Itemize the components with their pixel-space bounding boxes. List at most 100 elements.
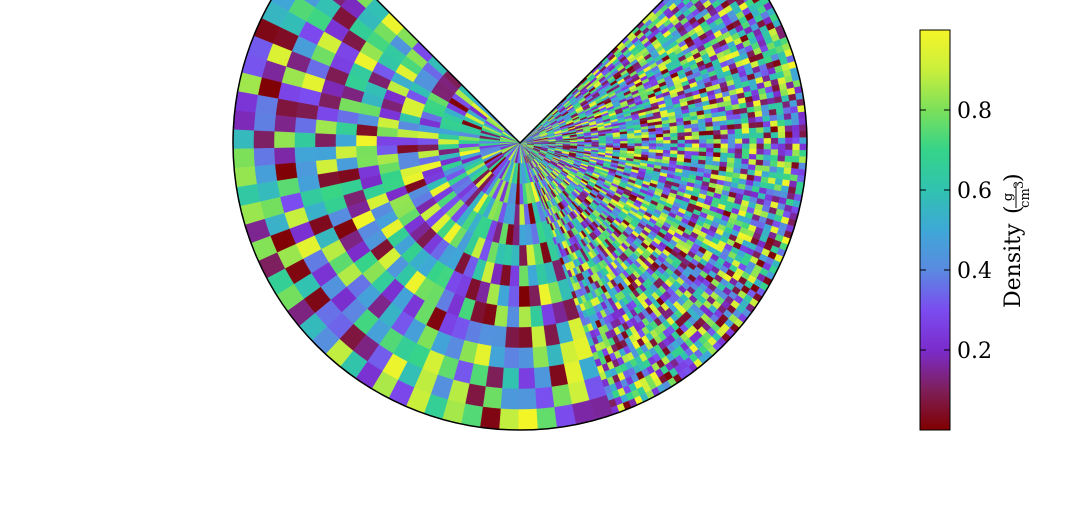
heatmap-cell	[634, 143, 643, 147]
heatmap-cell	[303, 0, 321, 8]
heatmap-cells	[232, 0, 808, 431]
heatmap-cell	[253, 112, 276, 132]
heatmap-cell	[785, 137, 793, 144]
heatmap-cell	[705, 155, 714, 161]
heatmap-cell	[691, 154, 700, 160]
heatmap-cell	[253, 147, 276, 167]
heatmap-cell	[699, 138, 707, 144]
heatmap-cell	[670, 136, 679, 141]
wedge-outline	[232, 0, 808, 431]
heatmap-cell	[612, 145, 621, 148]
heatmap-cell	[234, 91, 259, 114]
heatmap-cell	[777, 154, 786, 162]
heatmap-cell	[670, 0, 677, 3]
heatmap-cell	[355, 135, 377, 147]
heatmap-cell	[684, 146, 693, 152]
heatmap-cell	[783, 112, 792, 120]
heatmap-cell	[740, 168, 749, 175]
heatmap-cell	[500, 388, 520, 410]
heatmap-cell	[655, 146, 664, 150]
heatmap-cell	[613, 140, 621, 144]
heatmap-cell	[769, 160, 778, 167]
heatmap-cell	[458, 139, 480, 145]
colorbar-paren-right: )	[1001, 173, 1026, 182]
heatmap-cell	[519, 286, 531, 308]
heatmap-cell	[791, 124, 800, 132]
heatmap-cell	[518, 306, 532, 328]
heatmap-cell	[677, 146, 686, 151]
heatmap-cell	[655, 149, 664, 154]
heatmap-cell	[684, 135, 693, 140]
heatmap-cell	[770, 131, 779, 139]
colorbar-tick-label: 0.2	[957, 339, 992, 364]
heatmap-cell	[233, 110, 256, 131]
heatmap-cell	[708, 0, 718, 5]
colorbar-unit-exponent: 3	[1012, 181, 1027, 189]
heatmap-cell	[314, 146, 337, 162]
heatmap-cell	[742, 132, 750, 139]
heatmap-cell	[727, 143, 736, 149]
heatmap-cell	[613, 142, 621, 146]
colorbar-unit-numerator: g	[1001, 193, 1016, 201]
heatmap-cell	[315, 119, 337, 135]
colorbar-label: Density	[1001, 223, 1026, 308]
heatmap-cell	[799, 143, 808, 151]
heatmap-cell	[792, 130, 800, 138]
heatmap-cell	[792, 143, 801, 151]
heatmap-cell	[782, 173, 792, 181]
heatmap-cell	[691, 139, 700, 144]
heatmap-cell	[741, 122, 750, 129]
heatmap-cell	[598, 142, 607, 146]
heatmap-cell	[485, 366, 505, 389]
heatmap-cell	[509, 265, 520, 287]
heatmap-cell	[655, 136, 664, 141]
heatmap-cell	[273, 131, 295, 149]
heatmap-cell	[784, 149, 793, 156]
heatmap-cell	[577, 142, 585, 145]
heatmap-cell	[775, 172, 784, 180]
heatmap-cell	[699, 143, 707, 148]
heatmap-cell	[727, 138, 736, 144]
heatmap-cell	[699, 0, 709, 5]
heatmap-cell	[670, 139, 679, 144]
heatmap-cell	[770, 154, 779, 162]
heatmap-cell	[790, 111, 799, 120]
heatmap-cell	[748, 127, 757, 134]
heatmap-cell	[518, 326, 534, 349]
heatmap-cell	[789, 173, 799, 182]
heatmap-cell	[720, 129, 729, 135]
heatmap-cell	[396, 137, 418, 146]
heatmap-cell	[670, 143, 679, 148]
heatmap-cell	[785, 143, 793, 150]
heatmap-cell	[232, 129, 254, 150]
heatmap-cell	[763, 126, 772, 133]
heatmap-cell	[677, 135, 686, 140]
heatmap-cell	[749, 143, 757, 149]
heatmap-cell	[294, 132, 316, 148]
colorbar-ticks: 0.2 0.4 0.6 0.8	[920, 99, 992, 364]
heatmap-cell	[783, 167, 792, 175]
heatmap-cell	[734, 133, 743, 139]
heatmap-cell	[777, 125, 786, 133]
heatmap-cell	[684, 154, 693, 160]
heatmap-cell	[705, 151, 714, 157]
heatmap-cell	[756, 143, 765, 150]
heatmap-cell	[769, 120, 778, 127]
heatmap-cell	[699, 134, 707, 140]
heatmap-cell	[691, 135, 700, 140]
heatmap-cell	[294, 147, 317, 164]
heatmap-cell	[727, 152, 736, 159]
heatmap-cell	[648, 148, 657, 153]
heatmap-cell	[734, 138, 743, 144]
heatmap-cell	[740, 163, 749, 170]
heatmap-cell	[734, 128, 743, 134]
heatmap-cell	[705, 130, 714, 136]
heatmap-cell	[761, 170, 770, 178]
heatmap-cell	[698, 130, 707, 136]
heatmap-cell	[720, 138, 729, 144]
heatmap-cell	[648, 136, 657, 141]
heatmap-cell	[584, 142, 592, 145]
heatmap-cell	[684, 139, 693, 144]
heatmap-cell	[712, 160, 721, 167]
heatmap-cell	[648, 139, 657, 144]
